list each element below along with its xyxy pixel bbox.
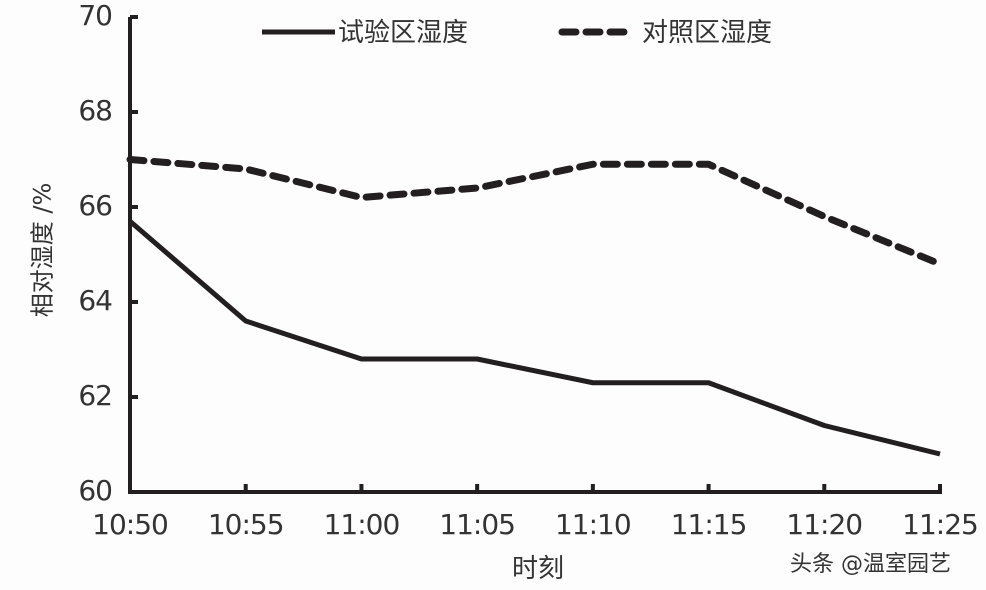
x-tick-label: 10:55 <box>207 508 285 541</box>
test-zone-line <box>128 219 941 457</box>
axes <box>128 15 942 494</box>
x-tick-label: 11:10 <box>554 508 632 541</box>
watermark: 头条 @温室园艺 <box>790 552 951 577</box>
data-lines <box>126 156 944 457</box>
x-tick-label: 11:00 <box>323 508 401 541</box>
y-tick-label: 62 <box>78 379 113 412</box>
y-tick-label: 68 <box>78 94 113 127</box>
y-tick-label: 64 <box>78 284 113 317</box>
control-zone-line <box>126 156 944 268</box>
x-tick-label: 11:20 <box>786 508 863 541</box>
y-tick-label: 60 <box>78 474 113 507</box>
y-tick-label: 70 <box>78 0 113 32</box>
legend-label-test-zone: 试验区湿度 <box>338 18 469 48</box>
x-tick-label: 11:15 <box>670 508 748 541</box>
x-axis-label: 时刻 <box>511 554 565 584</box>
legend-label-control-zone: 对照区湿度 <box>642 18 773 48</box>
x-tick-label: 11:25 <box>902 508 979 541</box>
y-axis-label: 相对湿度 /% <box>28 182 57 318</box>
y-tick-label: 66 <box>78 189 113 222</box>
x-tick-label: 10:50 <box>92 508 169 541</box>
x-tick-label: 11:05 <box>439 508 516 541</box>
